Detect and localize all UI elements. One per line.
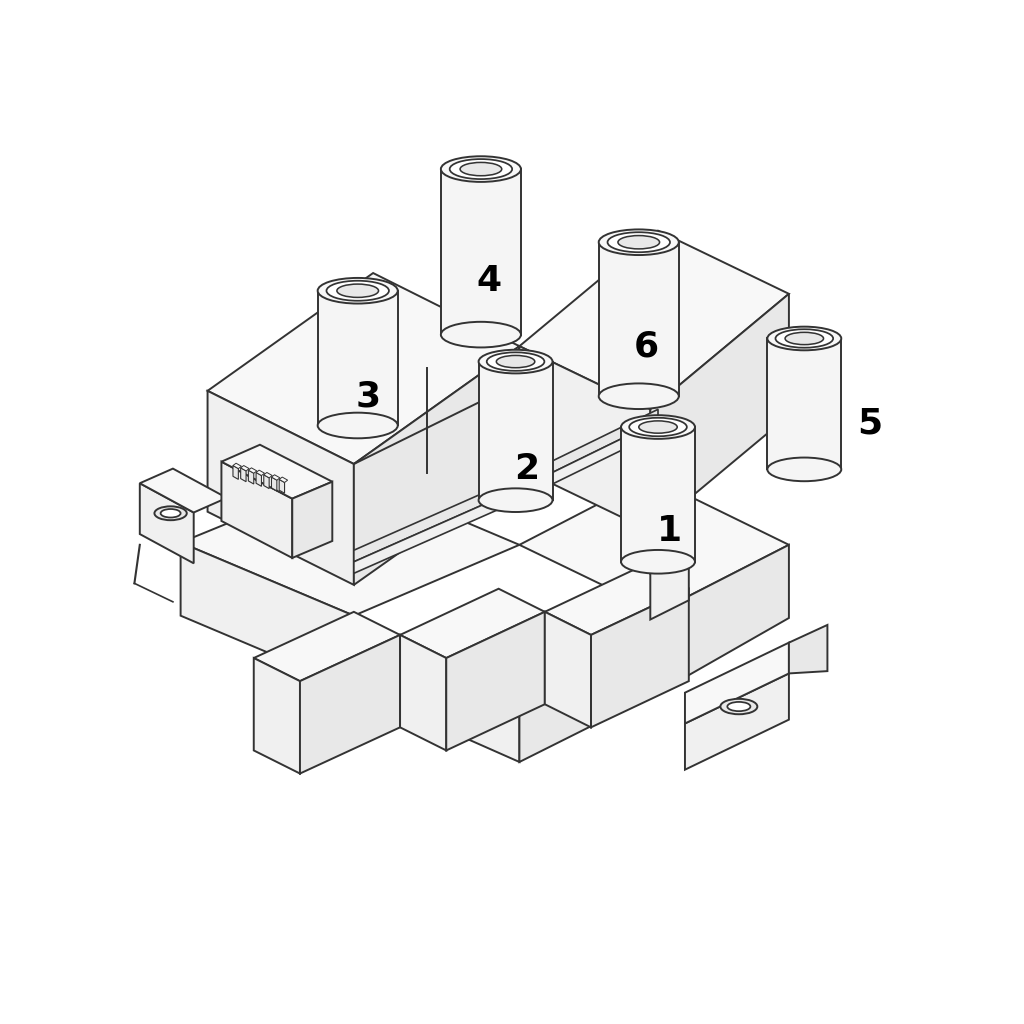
Ellipse shape xyxy=(621,550,695,573)
Polygon shape xyxy=(621,427,695,562)
Ellipse shape xyxy=(161,509,180,517)
Polygon shape xyxy=(256,470,264,475)
Polygon shape xyxy=(233,463,242,469)
Ellipse shape xyxy=(727,701,751,711)
Polygon shape xyxy=(208,273,519,464)
Polygon shape xyxy=(264,472,272,478)
Polygon shape xyxy=(519,346,650,531)
Polygon shape xyxy=(140,469,226,512)
Polygon shape xyxy=(519,421,658,500)
Polygon shape xyxy=(300,635,400,773)
Polygon shape xyxy=(354,477,519,562)
Ellipse shape xyxy=(486,352,545,371)
Ellipse shape xyxy=(478,488,553,512)
Polygon shape xyxy=(254,658,300,773)
Polygon shape xyxy=(254,611,400,681)
Text: 4: 4 xyxy=(476,264,501,298)
Polygon shape xyxy=(685,643,788,724)
Polygon shape xyxy=(591,589,689,727)
Ellipse shape xyxy=(775,330,834,348)
Polygon shape xyxy=(650,554,689,620)
Ellipse shape xyxy=(785,333,823,345)
Polygon shape xyxy=(233,466,239,479)
Polygon shape xyxy=(264,475,269,488)
Polygon shape xyxy=(140,483,194,563)
Text: 2: 2 xyxy=(514,453,540,486)
Polygon shape xyxy=(180,543,354,689)
Text: 6: 6 xyxy=(634,329,659,364)
Polygon shape xyxy=(685,674,788,770)
Polygon shape xyxy=(221,462,292,558)
Ellipse shape xyxy=(450,159,512,179)
Polygon shape xyxy=(249,470,254,484)
Ellipse shape xyxy=(155,506,186,520)
Polygon shape xyxy=(249,468,257,473)
Text: 5: 5 xyxy=(857,407,883,440)
Ellipse shape xyxy=(497,355,535,368)
Ellipse shape xyxy=(478,350,553,374)
Polygon shape xyxy=(658,545,788,692)
Polygon shape xyxy=(545,565,689,635)
Ellipse shape xyxy=(441,157,521,182)
Polygon shape xyxy=(354,488,519,573)
Ellipse shape xyxy=(317,413,397,438)
Ellipse shape xyxy=(767,458,842,481)
Polygon shape xyxy=(599,243,679,396)
Ellipse shape xyxy=(599,383,679,409)
Ellipse shape xyxy=(441,322,521,347)
Ellipse shape xyxy=(599,229,679,255)
Polygon shape xyxy=(478,361,553,500)
Ellipse shape xyxy=(639,421,677,433)
Ellipse shape xyxy=(607,232,670,252)
Ellipse shape xyxy=(317,278,397,303)
Polygon shape xyxy=(788,625,827,674)
Polygon shape xyxy=(650,512,689,573)
Polygon shape xyxy=(241,468,246,481)
Polygon shape xyxy=(400,589,545,658)
Polygon shape xyxy=(519,230,788,410)
Ellipse shape xyxy=(337,284,379,297)
Polygon shape xyxy=(317,291,397,426)
Polygon shape xyxy=(650,294,788,531)
Ellipse shape xyxy=(460,163,502,176)
Polygon shape xyxy=(767,339,842,469)
Polygon shape xyxy=(241,466,249,471)
Polygon shape xyxy=(292,481,333,558)
Text: 1: 1 xyxy=(657,514,682,548)
Polygon shape xyxy=(180,473,519,615)
Polygon shape xyxy=(446,611,545,751)
Polygon shape xyxy=(271,477,276,490)
Polygon shape xyxy=(280,479,285,494)
Polygon shape xyxy=(271,475,280,480)
Polygon shape xyxy=(400,635,446,751)
Polygon shape xyxy=(519,477,788,611)
Polygon shape xyxy=(354,346,519,585)
Ellipse shape xyxy=(327,281,389,301)
Polygon shape xyxy=(208,391,354,585)
Text: 3: 3 xyxy=(355,379,380,414)
Ellipse shape xyxy=(617,236,659,249)
Polygon shape xyxy=(441,169,521,335)
Ellipse shape xyxy=(621,415,695,439)
Polygon shape xyxy=(256,472,261,486)
Polygon shape xyxy=(545,611,591,727)
Polygon shape xyxy=(519,410,658,488)
Polygon shape xyxy=(221,444,333,499)
Polygon shape xyxy=(280,477,288,482)
Polygon shape xyxy=(354,615,519,762)
Polygon shape xyxy=(519,620,658,762)
Ellipse shape xyxy=(720,698,758,715)
Ellipse shape xyxy=(767,327,842,350)
Ellipse shape xyxy=(629,418,687,436)
